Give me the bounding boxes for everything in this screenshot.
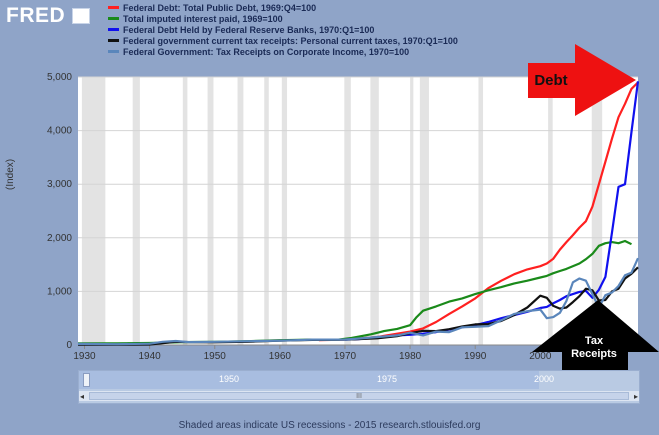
legend-item[interactable]: Total imputed interest paid, 1969=100 (108, 14, 458, 25)
y-tick-label: 3,000 (47, 179, 72, 190)
recession-band (281, 77, 288, 345)
recession-band (207, 77, 214, 345)
recession-band (81, 77, 106, 345)
x-tick-label: 2000 (529, 351, 552, 362)
navigator-tick: 2000 (534, 374, 555, 384)
x-tick-label: 1980 (399, 351, 422, 362)
scroll-left-icon[interactable]: ◂ (80, 392, 85, 401)
x-tick-label: 1930 (73, 351, 96, 362)
tax-annotation-line1: Tax (585, 335, 604, 347)
navigator-tick: 1975 (377, 374, 398, 384)
footer-note: Shaded areas indicate US recessions - 20… (178, 420, 481, 431)
legend-label: Total imputed interest paid, 1969=100 (123, 14, 283, 24)
navigator-handle[interactable] (83, 373, 90, 387)
fred-chart-icon (72, 8, 90, 24)
legend-swatch (108, 39, 119, 43)
scroll-right-icon[interactable]: ▸ (633, 392, 638, 401)
recession-band (419, 77, 429, 345)
chart-legend: Federal Debt: Total Public Debt, 1969:Q4… (108, 3, 458, 58)
navigator-tick: 1950 (219, 374, 240, 384)
recession-band (182, 77, 188, 345)
navigator-scrollbar[interactable]: ◂ III ▸ (79, 391, 639, 401)
x-tick-label: 1970 (334, 351, 357, 362)
legend-swatch (108, 6, 119, 10)
x-tick-label: 1950 (204, 351, 227, 362)
x-tick-label: 1940 (139, 351, 162, 362)
legend-label: Federal government current tax receipts:… (123, 36, 458, 46)
debt-arrow-shape (528, 44, 636, 116)
plot-area (78, 77, 638, 345)
legend-swatch (108, 17, 119, 21)
tax-annotation-line2: Receipts (571, 348, 617, 360)
x-tick-label: 1990 (464, 351, 487, 362)
y-tick-label: 2,000 (47, 233, 72, 244)
scrollbar-thumb[interactable]: III (89, 392, 629, 400)
legend-swatch (108, 28, 119, 32)
recession-band (370, 77, 379, 345)
legend-item[interactable]: Federal Debt: Total Public Debt, 1969:Q4… (108, 3, 458, 14)
series-line (77, 257, 640, 346)
fred-logo: FRED (6, 4, 66, 27)
legend-label: Federal Debt Held by Federal Reserve Ban… (123, 25, 375, 35)
recession-band (548, 77, 553, 345)
legend-item[interactable]: Federal Debt Held by Federal Reserve Ban… (108, 25, 458, 36)
debt-annotation: Debt (534, 72, 567, 89)
y-tick-label: 4,000 (47, 126, 72, 137)
y-tick-label: 1,000 (47, 286, 72, 297)
legend-label: Federal Government: Tax Receipts on Corp… (123, 47, 410, 57)
recession-band (264, 77, 269, 345)
navigator-selection[interactable]: 1950 1975 2000 (79, 371, 554, 389)
range-navigator[interactable]: 1950 1975 2000 ◂ III ▸ (78, 370, 640, 404)
recession-band (478, 77, 484, 345)
legend-item[interactable]: Federal Government: Tax Receipts on Corp… (108, 47, 458, 58)
x-tick-label: 1960 (269, 351, 292, 362)
recession-band (132, 77, 140, 345)
y-tick-label: 0 (66, 340, 72, 351)
recession-band (344, 77, 351, 345)
y-tick-label: 5,000 (47, 72, 72, 83)
recession-band (410, 77, 414, 345)
legend-swatch (108, 50, 119, 54)
recession-band (591, 77, 603, 345)
legend-item[interactable]: Federal government current tax receipts:… (108, 36, 458, 47)
recession-band (237, 77, 244, 345)
legend-label: Federal Debt: Total Public Debt, 1969:Q4… (123, 3, 317, 13)
